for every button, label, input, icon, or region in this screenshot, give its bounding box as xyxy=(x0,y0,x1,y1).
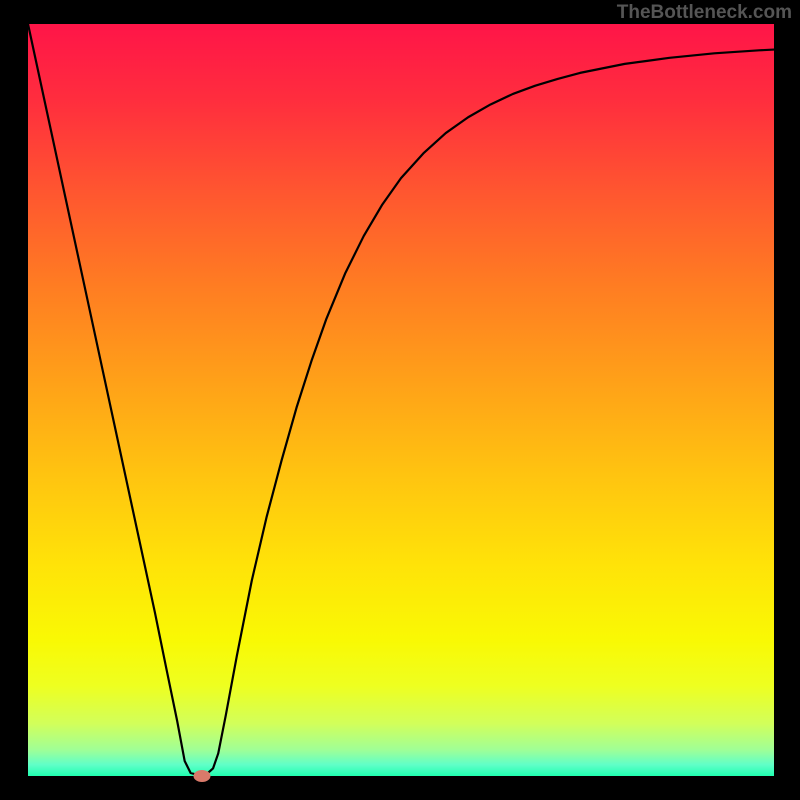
watermark-text: TheBottleneck.com xyxy=(617,2,792,24)
bottleneck-curve xyxy=(28,24,774,776)
optimal-point-marker xyxy=(193,770,210,782)
bottleneck-chart: TheBottleneck.com xyxy=(0,0,800,800)
plot-area xyxy=(28,24,774,776)
